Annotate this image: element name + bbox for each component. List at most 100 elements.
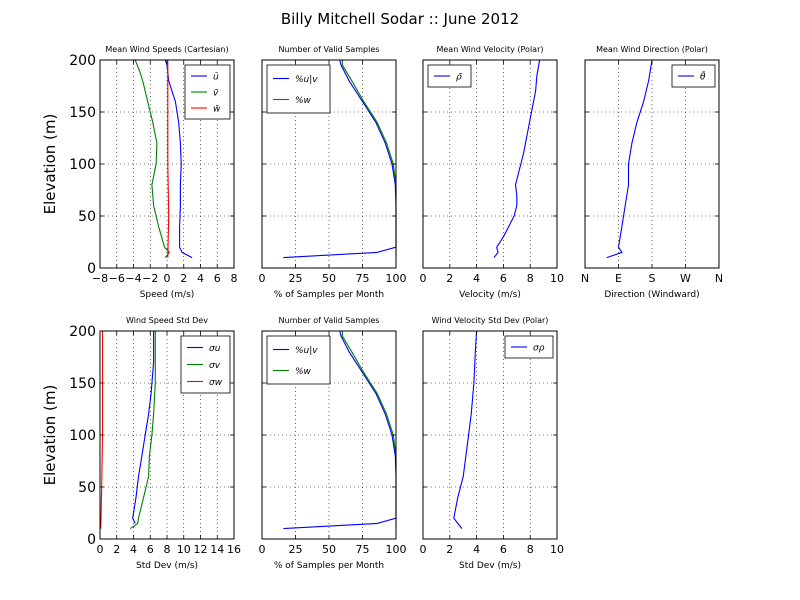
chart-panel-4: N E S W N Mean Wind Direction (Polar) Directio… [581,45,723,300]
x-tick-label: 12 [194,543,208,556]
x-tick-label: 75 [356,543,370,556]
legend-entry: ρ̄ [456,73,463,83]
chart-panel-7: 0246810Wind Velocity Std Dev (Polar)Std … [420,316,565,571]
x-tick-label: 6 [500,543,507,556]
chart-panel-1: −8−6−4−202468050100150200Mean Wind Speed… [41,45,238,300]
x-axis-label: % of Samples per Month [274,290,384,300]
legend-entry: v̄ [213,89,219,99]
x-tick-label: −2 [142,272,158,285]
series-line-2 [130,331,155,529]
x-tick-label: 6 [500,272,507,285]
x-tick-label: 2 [446,272,453,285]
series-line-2 [135,60,169,258]
x-tick-label: N [581,272,589,285]
x-tick-label: 4 [473,272,480,285]
legend-entry: %u|v [295,75,318,85]
y-tick-label: 200 [69,324,96,340]
x-axis-label: Speed (m/s) [140,290,195,300]
x-tick-label: 100 [386,272,407,285]
series-line-2 [342,60,396,258]
x-tick-label: S [649,272,656,285]
panel-title: Number of Valid Samples [279,45,380,54]
legend: θ̄ [672,65,715,87]
x-tick-label: 16 [227,543,241,556]
legend-entry: θ̄ [700,71,706,83]
x-tick-label: 4 [473,543,480,556]
y-tick-label: 0 [87,532,96,548]
legend-entry: σw [209,378,223,388]
legend-entry: w̄ [213,105,221,115]
x-tick-label: 10 [550,272,564,285]
x-tick-label: 4 [197,272,204,285]
x-tick-label: 8 [164,543,171,556]
panel-title: Mean Wind Speeds (Cartesian) [105,45,228,54]
x-axis-label: Std Dev (m/s) [459,561,521,571]
x-tick-label: 14 [210,543,224,556]
x-tick-label: −4 [125,272,141,285]
legend-entry: σρ [533,344,545,354]
x-axis-label: Std Dev (m/s) [136,561,198,571]
legend-entry: %u|v [295,346,318,356]
panel-title: Wind Speed Std Dev [126,316,208,325]
chart-panel-6: 0255075100Number of Valid Samples% of Sa… [259,316,407,571]
panel-title: Wind Velocity Std Dev (Polar) [432,316,549,325]
x-tick-label: W [680,272,691,285]
y-axis-label: Elevation (m) [41,114,59,215]
x-axis-label: Direction (Windward) [604,290,699,300]
x-tick-label: 0 [97,543,104,556]
legend: ū v̄ w̄ [185,65,230,119]
chart-panel-2: 0 25 50 75 100 Number of Valid Samples % of Sa… [259,45,407,300]
legend-entry: ū [213,73,219,83]
series-line-1 [454,331,477,529]
chart-panel-5: 0246810121416050100150200Wind Speed Std … [41,316,241,571]
legend-entry: %w [295,367,312,377]
chart-panel-3: 0 2 4 6 8 10 Mean Wind Velocity (Polar) Velocit… [420,45,565,300]
y-tick-label: 50 [78,209,96,225]
x-tick-label: 10 [550,543,564,556]
x-axis-label: % of Samples per Month [274,561,384,571]
series-line-2 [342,331,396,529]
x-tick-label: 0 [420,272,427,285]
legend-entry: σu [209,344,221,354]
x-tick-label: 4 [130,543,137,556]
x-tick-label: 6 [147,543,154,556]
series-line-3 [168,60,169,258]
legend: ρ̄ [428,65,471,87]
legend-entry: σv [209,361,221,371]
y-tick-label: 100 [69,157,96,173]
x-tick-label: 100 [386,543,407,556]
y-tick-label: 50 [78,480,96,496]
x-tick-label: −6 [109,272,125,285]
x-tick-label: 8 [527,272,534,285]
panel-title: Mean Wind Velocity (Polar) [436,45,543,54]
series-line-1 [607,60,652,258]
x-tick-label: 2 [113,543,120,556]
y-tick-label: 0 [87,261,96,277]
x-tick-label: 0 [420,543,427,556]
x-tick-label: 0 [259,272,266,285]
x-tick-label: 25 [289,272,303,285]
x-tick-label: N [715,272,723,285]
x-tick-label: 2 [180,272,187,285]
series-line-1 [494,60,540,258]
x-tick-label: 10 [177,543,191,556]
panel-title: Mean Wind Direction (Polar) [596,45,708,54]
x-tick-label: 0 [164,272,171,285]
legend-entry: %w [295,96,312,106]
x-tick-label: 75 [356,272,370,285]
y-tick-label: 200 [69,53,96,69]
x-tick-label: 0 [259,543,266,556]
x-tick-label: E [615,272,622,285]
x-axis-label: Velocity (m/s) [459,290,521,300]
legend: σρ [505,336,553,358]
x-tick-label: 6 [214,272,221,285]
series-line-3 [101,331,103,529]
x-tick-label: 50 [322,543,336,556]
y-tick-label: 150 [69,105,96,121]
x-tick-label: 8 [527,543,534,556]
y-tick-label: 150 [69,376,96,392]
legend: %u|v %w [267,336,330,384]
x-tick-label: 50 [322,272,336,285]
panel-title: Number of Valid Samples [279,316,380,325]
